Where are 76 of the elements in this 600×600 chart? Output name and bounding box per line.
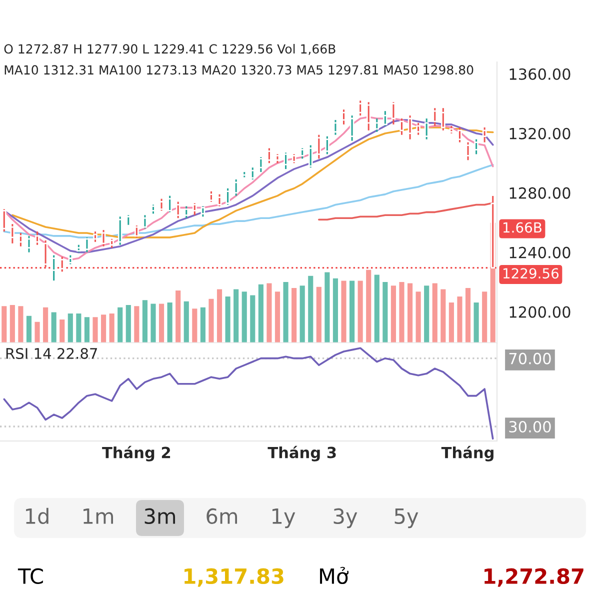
y-tick-label: 1240.00 — [510, 246, 570, 258]
annotation: MA10 1312.31 MA100 1273.13 MA20 1320.73 MA5 1297.81 MA50 1298.80 — [4, 65, 474, 75]
candlestick — [134, 224, 139, 238]
candlestick — [168, 195, 172, 213]
y-tick-label: 1360.00 — [510, 68, 570, 80]
candlestick — [466, 142, 470, 161]
candlestick — [10, 223, 15, 244]
candlestick — [267, 147, 272, 164]
candlestick — [325, 136, 330, 155]
candlestick — [192, 202, 197, 216]
candlestick — [35, 230, 40, 246]
candlestick — [366, 101, 371, 132]
candlestick — [200, 205, 206, 218]
candlestick — [258, 156, 264, 173]
candlestick — [159, 198, 164, 212]
candlestick — [217, 194, 222, 207]
candlestick — [316, 134, 322, 160]
candlestick — [333, 119, 338, 136]
candlestick — [209, 190, 214, 203]
candlestick — [18, 232, 23, 248]
y-tick-label: 1200.00 — [510, 306, 570, 318]
candlestick — [101, 229, 106, 248]
candlestick — [342, 108, 346, 126]
text: 5y — [394, 508, 418, 528]
candlestick — [350, 114, 354, 142]
candlestick — [93, 230, 98, 243]
x-tick-label: Tháng 3 — [268, 446, 336, 462]
text: 1d — [26, 508, 48, 524]
candlestick — [408, 114, 412, 140]
candlestick — [374, 118, 380, 133]
candlestick — [424, 118, 429, 140]
candlestick — [308, 144, 313, 168]
candlestick — [184, 205, 189, 219]
x-tick-label: Tháng — [441, 446, 494, 462]
text: 6m — [206, 508, 238, 524]
text: 1.66B — [503, 222, 542, 233]
text: 3y — [334, 508, 358, 528]
text: 1m — [84, 508, 114, 524]
candlestick — [126, 214, 131, 226]
candlestick — [226, 188, 230, 206]
candlestick — [432, 107, 438, 127]
candlestick — [400, 118, 404, 136]
y-tick-label: 30.00 — [509, 420, 551, 433]
candlestick — [234, 178, 238, 197]
candlestick — [416, 122, 420, 136]
candlestick — [391, 101, 396, 126]
candlestick — [250, 166, 255, 180]
annotation: RSI 14 22.87 — [6, 348, 97, 359]
text: TC — [18, 568, 43, 584]
candlestick — [118, 216, 122, 246]
ref-line-label: 1229.56 — [503, 268, 559, 279]
text: O 1272.87 H 1277.90 L 1229.41 C 1229.56 Vol 1,66B — [4, 44, 336, 55]
text: 1y — [272, 508, 296, 528]
candlestick — [84, 236, 90, 254]
candlestick — [284, 152, 288, 170]
candlestick — [458, 126, 462, 144]
text: 1,317.83 — [184, 568, 284, 587]
y-tick-label: 70.00 — [509, 352, 551, 364]
candlestick — [176, 200, 180, 219]
y-tick-label: 1320.00 — [510, 128, 570, 140]
candlestick — [441, 107, 446, 132]
line-series — [3, 347, 494, 440]
candlestick — [482, 126, 487, 144]
candlestick — [142, 214, 148, 230]
text: Mở — [320, 566, 349, 584]
candlestick — [26, 235, 32, 254]
text: 1,272.87 — [484, 568, 584, 587]
candlestick — [474, 138, 478, 155]
x-tick-label: Tháng 2 — [102, 446, 170, 462]
candlestick — [383, 110, 388, 127]
candlestick — [300, 147, 304, 160]
candlestick — [52, 254, 56, 282]
y-tick-label: 1280.00 — [510, 187, 570, 199]
candlestick — [358, 100, 362, 116]
candlestick — [2, 208, 6, 232]
text: 3m — [144, 508, 176, 524]
